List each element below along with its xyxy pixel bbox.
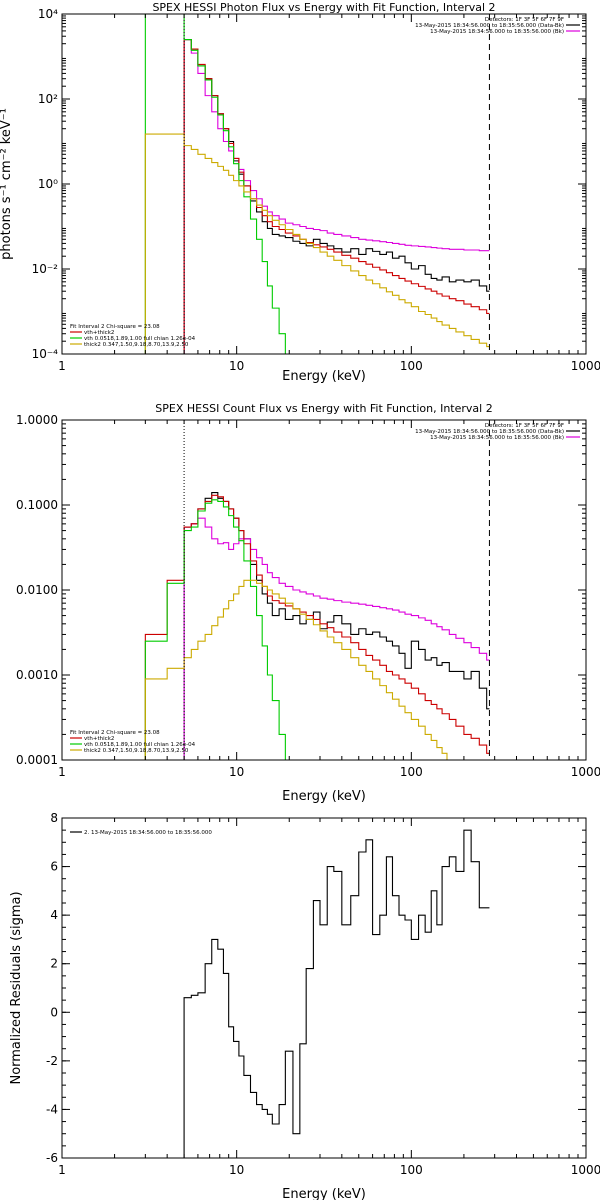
- chart-panel-2: 1 10 100 1000 0.0001 0.0010 0.0100 0.1000 1.0000…: [16, 402, 600, 804]
- x-tick-label: 10: [229, 765, 244, 779]
- y-tick-label: 0.1000: [16, 498, 58, 512]
- y-tick-label: 10⁻⁴: [32, 347, 59, 361]
- y-tick-label: 0.0100: [16, 583, 58, 597]
- y-tick-label: 0.0001: [16, 753, 58, 767]
- series-line-1: [183, 492, 490, 760]
- legend-entry: thick2 0.347,1.50,9.18,8.70,13.9,2.50: [84, 748, 189, 754]
- x-tick-label: 10: [229, 1163, 244, 1177]
- y-axis-label: Normalized Residuals (sigma): [9, 891, 24, 1084]
- series-line-3: [144, 494, 490, 760]
- series-line-1: [183, 829, 490, 1158]
- plot-frame: [61, 13, 587, 355]
- x-tick-label: 1: [58, 765, 66, 779]
- x-axis-label: Energy (keV): [282, 369, 366, 384]
- x-tick-label: 100: [400, 1163, 423, 1177]
- x-tick-label: 10: [229, 359, 244, 373]
- legend-entry: Fit Interval 2 Chi-square = 23.08: [70, 730, 160, 736]
- y-tick-label: 10²: [38, 92, 58, 106]
- x-tick-label: 1: [58, 359, 66, 373]
- x-axis-label: Energy (keV): [282, 1187, 366, 1200]
- x-axis-label: Energy (keV): [282, 789, 366, 804]
- legend-entry: Fit Interval 2 Chi-square = 23.08: [70, 324, 160, 330]
- legend-entry: 13-May-2015 18:34:56.000 to 18:35:56.000…: [430, 29, 564, 35]
- y-tick-label: 2: [50, 957, 58, 971]
- y-tick-label: 8: [50, 811, 58, 825]
- plot-frame: [61, 419, 587, 761]
- legend-entry: 13-May-2015 18:34:56.000 to 18:35:56.000…: [430, 435, 564, 441]
- series-line-4: [144, 499, 293, 760]
- x-tick-label: 100: [400, 765, 423, 779]
- y-tick-label: 10⁴: [38, 7, 58, 21]
- legend-entry: Detectors: 1F 3F 5F 6F 7F 9F: [485, 423, 564, 429]
- x-tick-label: 100: [400, 359, 423, 373]
- y-tick-label: 0.0010: [16, 668, 58, 682]
- chart-title: SPEX HESSI Count Flux vs Energy with Fit…: [155, 402, 492, 415]
- y-tick-label: 0: [50, 1005, 58, 1019]
- y-tick-label: 4: [50, 908, 58, 922]
- series-line-2: [183, 39, 490, 354]
- y-tick-label: -4: [46, 1102, 58, 1116]
- legend-entry: vth+thick2: [84, 330, 114, 336]
- series-line-1: [183, 39, 490, 354]
- legend-entry: 2. 13-May-2015 18:34:56.000 to 18:35:56.…: [84, 830, 212, 836]
- legend-entry: thick2 0.347,1.50,9.18,8.70,13.9,2.50: [84, 342, 189, 348]
- x-tick-label: 1: [58, 1163, 66, 1177]
- chart-panel-3: 1 10 100 1000 -6 -4 -2 0 2 4 6 8 Energy (keV) Normali…: [9, 811, 600, 1200]
- series-line-5: [144, 133, 490, 354]
- legend-entry: 13-May-2015 18:34:56.000 to 18:35:56.000…: [415, 429, 564, 435]
- chart-panel-1: 1 10 100 1000 10⁻⁴ 10⁻² 10⁰ 10² 10⁴ SPEX HESSI Ph…: [0, 1, 600, 384]
- legend-entry: 13-May-2015 18:34:56.000 to 18:35:56.000…: [415, 23, 564, 29]
- legend-entry: Detectors: 1F 3F 5F 6F 7F 9F: [485, 17, 564, 23]
- y-tick-label: -2: [46, 1054, 58, 1068]
- y-tick-label: 1.0000: [16, 413, 58, 427]
- legend-entry: vth 0.0518,1.89,1.00 full chian 1.26e-04: [84, 336, 196, 342]
- chart-title: SPEX HESSI Photon Flux vs Energy with Fi…: [152, 1, 495, 14]
- series-line-2: [183, 517, 490, 760]
- x-tick-label: 1000: [571, 359, 600, 373]
- plot-frame: [61, 817, 587, 1159]
- legend-entry: vth 0.0518,1.89,1.00 full chian 1.26e-04: [84, 742, 196, 748]
- y-tick-label: 6: [50, 860, 58, 874]
- x-tick-label: 1000: [571, 1163, 600, 1177]
- legend-entry: vth+thick2: [84, 736, 114, 742]
- y-axis-label: photons s⁻¹ cm⁻² keV⁻¹: [0, 108, 14, 260]
- y-tick-label: 10⁻²: [32, 262, 59, 276]
- series-line-4: [144, 14, 300, 354]
- x-tick-label: 1000: [571, 765, 600, 779]
- series-line-3: [183, 39, 490, 354]
- y-tick-label: 10⁰: [38, 177, 58, 191]
- series-line-5: [144, 579, 448, 760]
- y-tick-label: -6: [46, 1151, 58, 1165]
